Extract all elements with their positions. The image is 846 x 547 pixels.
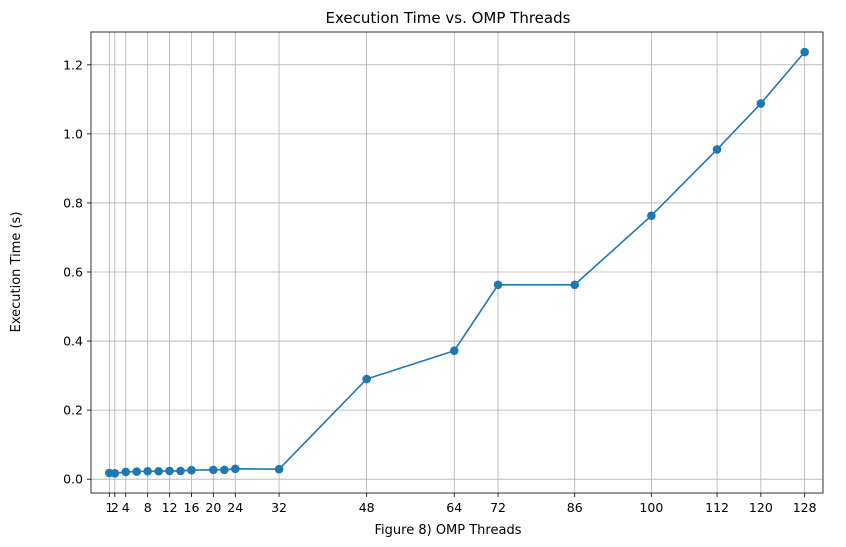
data-point	[176, 466, 185, 476]
data-point	[110, 469, 120, 478]
x-tick-label: 16	[184, 500, 200, 515]
x-axis-label: Figure 8) OMP Threads	[375, 523, 522, 538]
y-tick-label: 0.8	[63, 195, 83, 210]
x-tick-label: 120	[749, 500, 773, 515]
x-tick-label: 112	[705, 500, 729, 515]
data-point	[209, 465, 218, 475]
data-point	[154, 466, 163, 476]
y-axis: 0.0 0.2 0.4 0.6 0.8 1.0 1.2	[63, 57, 91, 487]
y-tick-label: 1.0	[63, 126, 83, 141]
data-point	[165, 466, 174, 476]
x-tick-label: 1	[105, 500, 113, 515]
x-tick-label: 20	[205, 500, 221, 515]
x-tick-label: 48	[359, 500, 375, 515]
y-tick-label: 0.4	[63, 334, 83, 349]
x-axis: 12 4 8 12 16 20 24 32 48 64 72 86 100 112 120 128	[105, 493, 817, 515]
x-tick-label: 128	[793, 500, 817, 515]
data-point	[187, 465, 196, 475]
data-point	[143, 466, 152, 476]
data-point	[712, 145, 722, 154]
data-point	[493, 280, 503, 290]
y-tick-label: 0.2	[63, 403, 83, 418]
x-tick-label: 4	[122, 500, 130, 515]
x-tick-label: 8	[144, 500, 152, 515]
data-point	[230, 464, 240, 474]
data-point	[800, 47, 809, 57]
data-point	[121, 467, 131, 477]
data-point	[220, 465, 229, 475]
x-tick-label: 2	[111, 500, 119, 515]
x-tick-label: 100	[639, 500, 663, 515]
chart-title: Execution Time vs. OMP Threads	[326, 9, 571, 27]
grid	[91, 32, 823, 493]
data-point	[647, 211, 656, 221]
y-tick-label: 0.6	[63, 264, 83, 279]
data-point	[449, 346, 459, 356]
x-tick-label: 24	[227, 500, 243, 515]
data-point	[362, 374, 371, 384]
data-point	[756, 99, 766, 108]
data-point	[570, 280, 580, 290]
y-tick-label: 1.2	[63, 57, 83, 72]
plot-frame	[90, 31, 824, 494]
x-tick-label: 86	[567, 500, 583, 515]
series-layer	[105, 47, 809, 478]
data-point	[274, 464, 284, 474]
data-point	[132, 467, 142, 476]
x-tick-label: 12	[162, 500, 178, 515]
x-tick-label: 64	[446, 500, 462, 515]
y-axis-label: Execution Time (s)	[9, 212, 24, 333]
x-tick-label: 32	[271, 500, 287, 515]
y-tick-label: 0.0	[63, 472, 83, 487]
x-tick-label: 72	[490, 500, 506, 515]
